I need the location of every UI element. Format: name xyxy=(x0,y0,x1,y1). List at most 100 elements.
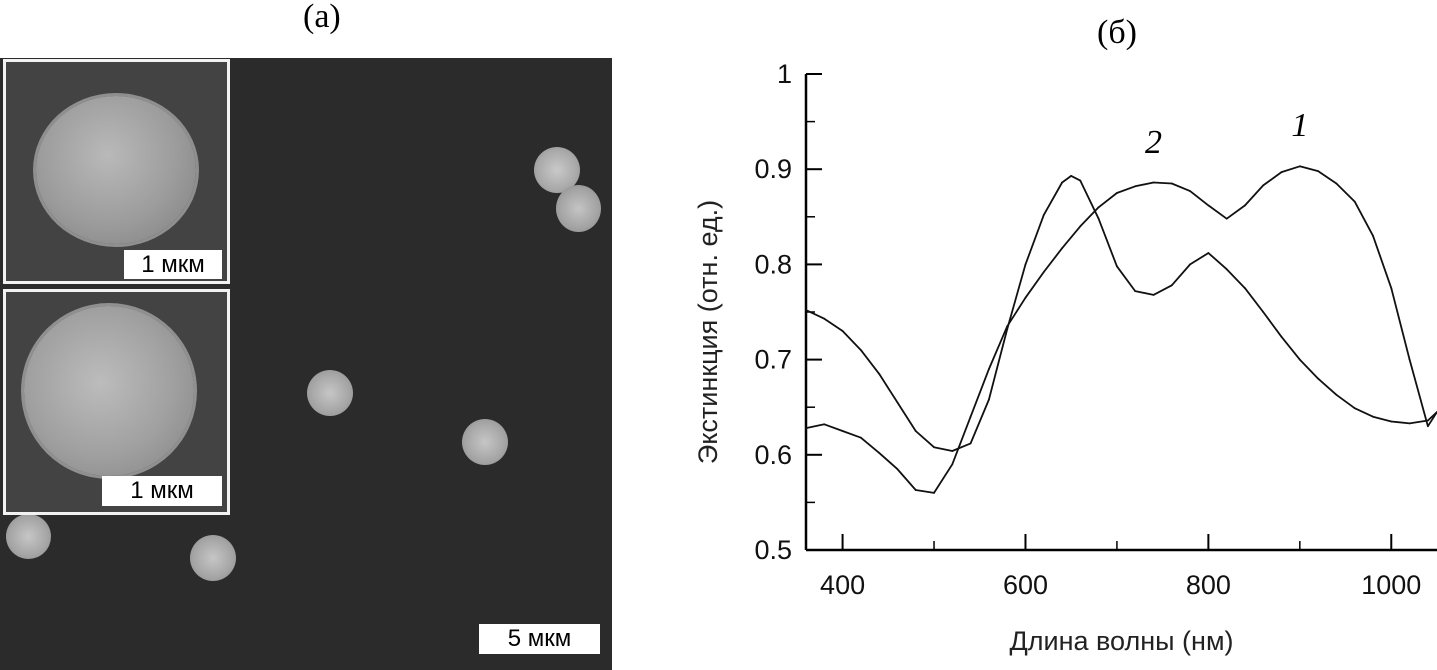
series-2-point xyxy=(1262,311,1265,313)
series-2-point xyxy=(1152,294,1155,296)
series-1-point xyxy=(1225,217,1228,220)
inset-2-scale-bar: 1 мкм xyxy=(102,476,222,506)
series-2-point xyxy=(1408,422,1411,425)
y-tick-label: 0.9 xyxy=(754,154,792,184)
particle-closeup xyxy=(36,96,196,244)
series-1-point xyxy=(1042,271,1045,273)
series-2-point xyxy=(1244,287,1246,290)
series-1-point xyxy=(914,489,917,491)
sem-micrograph: 1 мкм 1 мкм 5 мкм xyxy=(0,58,612,670)
series-1-point xyxy=(841,430,844,432)
y-tick-label: 1 xyxy=(777,59,792,89)
series-1-point xyxy=(1427,425,1429,428)
series-1-point xyxy=(1408,358,1411,361)
series-2-point xyxy=(1097,217,1100,220)
series-1-point xyxy=(1152,181,1155,184)
series-1-point xyxy=(1207,204,1210,207)
series-1-point xyxy=(1097,206,1100,209)
series-2-point xyxy=(841,330,844,332)
series-2-point xyxy=(1390,420,1393,423)
inset-micrograph-2: 1 мкм xyxy=(3,289,230,515)
series-2-point xyxy=(1189,263,1191,266)
particle-closeup xyxy=(24,306,194,476)
chart-labels: 12 xyxy=(1145,107,1308,161)
series-1-point xyxy=(933,492,935,494)
series-2-point xyxy=(1079,179,1082,182)
series-2-point xyxy=(1116,265,1118,268)
series-label-1: 1 xyxy=(1291,107,1308,144)
series-1-point xyxy=(1262,184,1265,187)
series-1-point xyxy=(951,463,954,466)
extinction-chart: 0.5 0.6 0.7 0.8 0.9 1 400 600 800 1000 Длина волны… xyxy=(693,59,1437,656)
series-1-point xyxy=(1079,225,1082,228)
x-tick-label: 1000 xyxy=(1361,570,1421,600)
chart-axes: 0.5 0.6 0.7 0.8 0.9 1 400 600 800 1000 Длина волны… xyxy=(693,59,1437,656)
y-tick-label: 0.6 xyxy=(754,440,792,470)
series-1-point xyxy=(1353,200,1356,203)
y-tick-label: 0.8 xyxy=(754,249,792,279)
series-1-point xyxy=(1390,287,1393,290)
series-1-point xyxy=(896,468,899,470)
panel-a-label: (а) xyxy=(303,0,341,35)
series-1-point xyxy=(1298,165,1301,168)
series-1-point xyxy=(969,415,972,418)
y-tick-label: 0.7 xyxy=(754,345,792,375)
series-2-point xyxy=(1335,393,1338,396)
series-2-point xyxy=(914,430,917,432)
series-2-point xyxy=(823,317,826,320)
series-1-point xyxy=(878,452,881,454)
particle xyxy=(462,419,508,465)
series-2-point xyxy=(1427,419,1429,422)
series-1-point xyxy=(1280,171,1283,173)
series-1-point xyxy=(1335,182,1338,185)
series-1-point xyxy=(860,436,862,439)
series-2-point xyxy=(1070,175,1073,177)
series-1-point xyxy=(1189,190,1191,193)
series-2-point xyxy=(1317,377,1319,380)
series-2-point xyxy=(878,373,881,375)
x-tick-label: 800 xyxy=(1186,570,1231,600)
series-2-point xyxy=(933,446,935,449)
y-tick-label: 0.5 xyxy=(754,535,792,565)
panel-b-label: (б) xyxy=(1097,14,1137,51)
particle xyxy=(6,514,51,559)
series-1-point xyxy=(1116,192,1118,194)
x-tick-label: 400 xyxy=(820,570,865,600)
particle xyxy=(190,535,236,581)
series-2-point xyxy=(1061,181,1063,184)
x-tick-label: 600 xyxy=(1003,570,1048,600)
series-2-point xyxy=(969,442,972,445)
series-label-2: 2 xyxy=(1145,124,1162,161)
inset-micrograph-1: 1 мкм xyxy=(3,59,230,284)
particle xyxy=(307,370,353,416)
series-2-point xyxy=(1170,284,1173,287)
x-axis-title: Длина волны (нм) xyxy=(1009,626,1233,656)
series-2-point xyxy=(951,450,954,452)
series-2-point xyxy=(1353,407,1356,410)
series-2-point xyxy=(1298,358,1301,361)
series-2-point xyxy=(805,309,807,311)
y-axis-title: Экстинкция (отн. ед.) xyxy=(693,200,723,464)
series-2-point xyxy=(1207,252,1210,254)
series-1-point xyxy=(1061,247,1063,250)
series-2-point xyxy=(1024,263,1027,266)
series-line-1 xyxy=(805,165,1437,494)
series-1-point xyxy=(823,423,826,426)
series-1-point xyxy=(1317,170,1319,172)
series-2-point xyxy=(988,398,990,401)
main-scale-bar: 5 мкм xyxy=(479,624,600,654)
series-2-point xyxy=(860,349,862,351)
series-1-point xyxy=(1134,185,1137,188)
series-2-point xyxy=(1006,328,1009,330)
series-1-point xyxy=(1244,204,1246,207)
series-2-point xyxy=(1225,268,1228,271)
series-2-point xyxy=(1134,290,1137,292)
series-1-point xyxy=(1372,234,1374,237)
series-2-point xyxy=(1042,214,1045,216)
series-2-point xyxy=(896,401,899,404)
series-line-2 xyxy=(805,175,1437,452)
series-2-point xyxy=(1280,335,1283,338)
particle xyxy=(556,185,601,232)
series-1-point xyxy=(805,427,807,429)
inset-1-scale-bar: 1 мкм xyxy=(124,250,222,279)
